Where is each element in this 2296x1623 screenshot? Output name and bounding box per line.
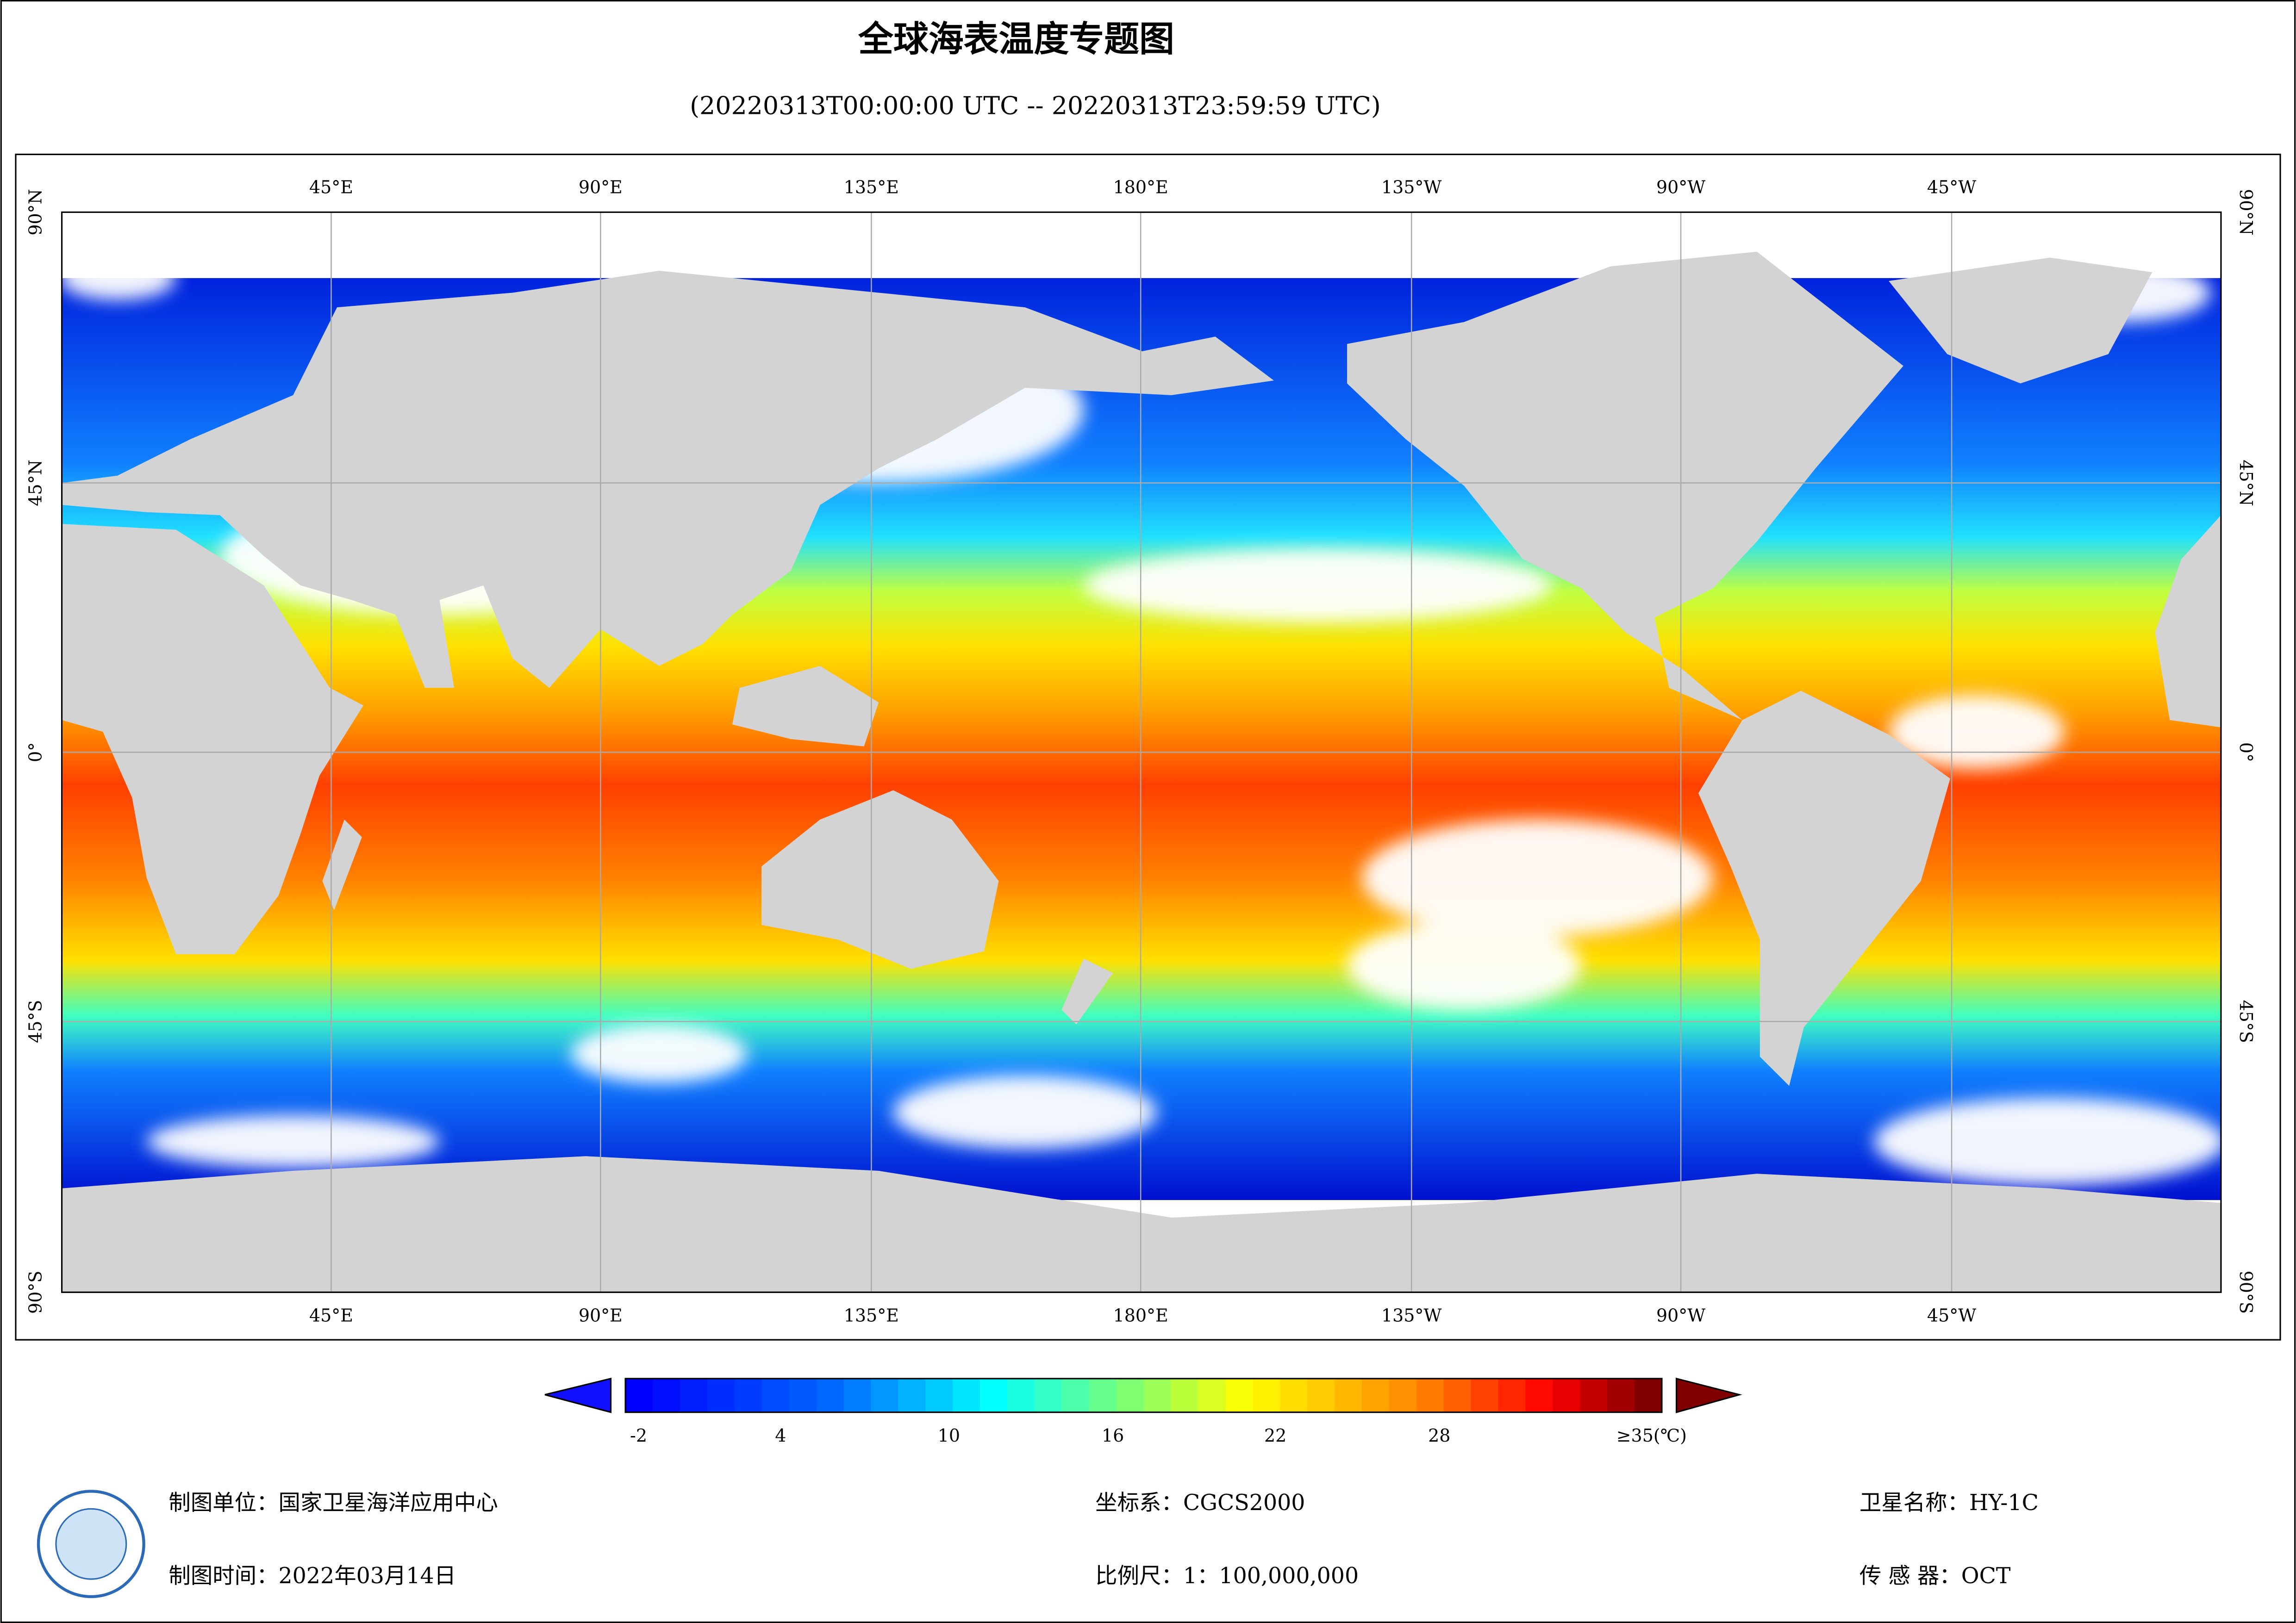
lat-label-right: 45°S [2236,1000,2256,1043]
footer-time: 制图时间：2022年03月14日 [168,1563,456,1589]
colorbar-swatch [1361,1378,1390,1412]
colorbar-swatch [1253,1378,1281,1412]
subtitle: (20220313T00:00:00 UTC -- 20220313T23:59… [690,91,1381,120]
lon-label-bottom: 90°W [1656,1306,1705,1326]
colorbar-swatch [898,1378,926,1412]
colorbar-label: 22 [1264,1425,1286,1446]
lon-label-bottom: 90°E [579,1306,623,1326]
colorbar-swatch [734,1378,762,1412]
lon-label-bottom: 45°W [1927,1306,1976,1326]
colorbar: -2 4 10 16 22 28 ≥35(℃) [544,1377,1742,1446]
colorbar-swatch [1635,1378,1662,1412]
colorbar-swatch [1525,1378,1554,1412]
lon-label-top: 45°W [1927,177,1976,197]
colorbar-swatch [1389,1378,1417,1412]
lat-label-right: 0° [2236,742,2256,762]
lon-label-bottom: 135°W [1381,1306,1441,1326]
colorbar-label: 10 [938,1425,960,1446]
lat-label-right: 90°N [2236,189,2256,235]
colorbar-swatch [625,1378,653,1412]
colorbar-swatch [1471,1378,1499,1412]
lon-label-top: 45°E [309,177,353,197]
lat-label-left: 90°N [25,189,45,235]
colorbar-swatch [925,1378,954,1412]
colorbar-label: 28 [1428,1425,1450,1446]
colorbar-swatch [843,1378,872,1412]
colorbar-swatch [789,1378,817,1412]
graticule: 45°E 45°E 90°E 90°E 135°E 135°E 180°E 180°E 135°… [25,177,2256,1325]
lon-label-top: 135°W [1381,177,1441,197]
footer-scale: 比例尺：1：100,000,000 [1095,1563,1359,1589]
lon-label-top: 90°E [579,177,623,197]
footer-crs: 坐标系：CGCS2000 [1095,1490,1305,1516]
lat-label-left: 45°S [25,1000,45,1043]
lon-label-top: 90°W [1656,177,1705,197]
colorbar-swatch [1553,1378,1581,1412]
colorbar-swatch [1034,1378,1062,1412]
colorbar-swatch [707,1378,735,1412]
colorbar-swatch [1061,1378,1090,1412]
colorbar-swatch [1580,1378,1608,1412]
colorbar-swatch [1280,1378,1308,1412]
lon-label-bottom: 135°E [844,1306,899,1326]
colorbar-swatch [980,1378,1008,1412]
colorbar-under-arrow [544,1377,612,1413]
lon-label-top: 135°E [844,177,899,197]
lat-label-right: 45°N [2236,460,2256,506]
colorbar-swatch [1607,1378,1635,1412]
colorbar-swatch [1007,1378,1035,1412]
colorbar-swatch [1307,1378,1335,1412]
lat-label-left: 0° [25,742,45,762]
colorbar-swatch [1089,1378,1117,1412]
colorbar-label: 16 [1102,1425,1124,1446]
lat-label-left: 45°N [25,460,45,506]
colorbar-swatch [652,1378,680,1412]
lon-label-bottom: 45°E [309,1306,353,1326]
colorbar-swatch [1498,1378,1526,1412]
lat-label-right: 90°S [2236,1271,2256,1314]
colorbar-label: -2 [630,1425,647,1446]
logo-inner [55,1508,127,1580]
colorbar-label: ≥35(℃) [1616,1425,1687,1446]
colorbar-swatch [761,1378,790,1412]
colorbar-swatch [1143,1378,1172,1412]
colorbar-swatch [871,1378,899,1412]
colorbar-swatch [1334,1378,1362,1412]
colorbar-swatch [1443,1378,1472,1412]
lat-label-left: 90°S [25,1271,45,1314]
colorbar-swatch [1171,1378,1199,1412]
title: 全球海表温度专题图 [858,19,1174,60]
colorbar-swatch [1225,1378,1254,1412]
lon-label-top: 180°E [1113,177,1168,197]
footer-sensor: 传 感 器：OCT [1859,1563,2011,1589]
colorbar-swatch [1198,1378,1226,1412]
map-border [61,211,2222,1293]
colorbar-label: 4 [775,1425,786,1446]
colorbar-swatch [953,1378,980,1412]
footer-unit: 制图单位：国家卫星海洋应用中心 [168,1490,498,1516]
colorbar-swatch [816,1378,844,1412]
map-frame [15,154,2281,1341]
colorbar-swatch [1116,1378,1144,1412]
footer-satellite: 卫星名称：HY-1C [1859,1490,2039,1516]
colorbar-swatch [680,1378,708,1412]
colorbar-swatch [1416,1378,1444,1412]
lon-label-bottom: 180°E [1113,1306,1168,1326]
colorbar-over-arrow [1676,1377,1742,1413]
colorbar-border [624,1378,1663,1413]
